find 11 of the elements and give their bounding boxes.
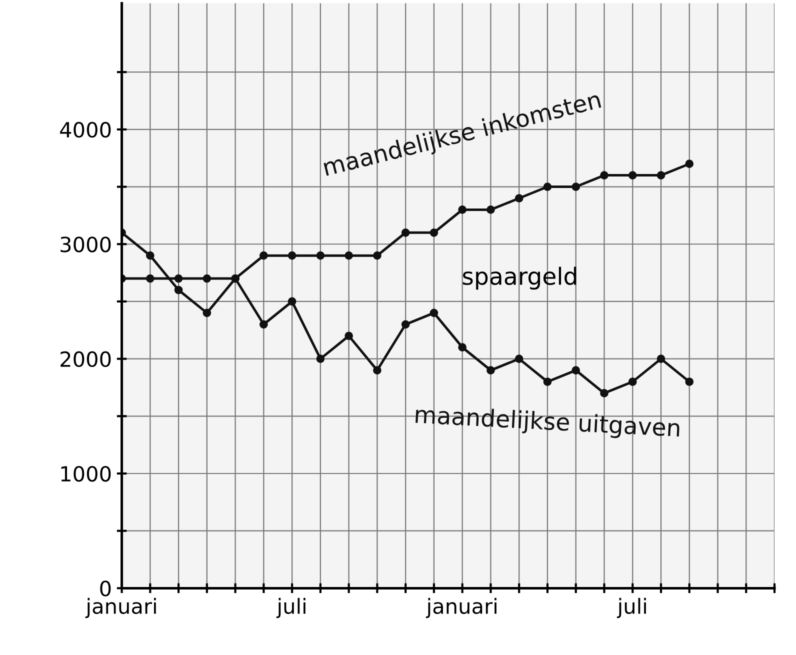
y-tick-label: 4000 <box>60 122 111 138</box>
x-tick-label: januari <box>426 598 496 618</box>
series-label: maandelijkse uitgaven <box>415 404 680 442</box>
x-tick-label: januari <box>85 598 156 618</box>
annotation: spaargeld <box>462 266 576 290</box>
y-tick-label: 2000 <box>60 351 111 368</box>
y-tick-label: 1000 <box>61 466 111 482</box>
y-tick-label: 0 <box>100 580 111 596</box>
x-tick-label: juli <box>616 598 646 618</box>
x-tick-label: juli <box>276 598 306 618</box>
y-tick-label: 3000 <box>60 236 111 252</box>
